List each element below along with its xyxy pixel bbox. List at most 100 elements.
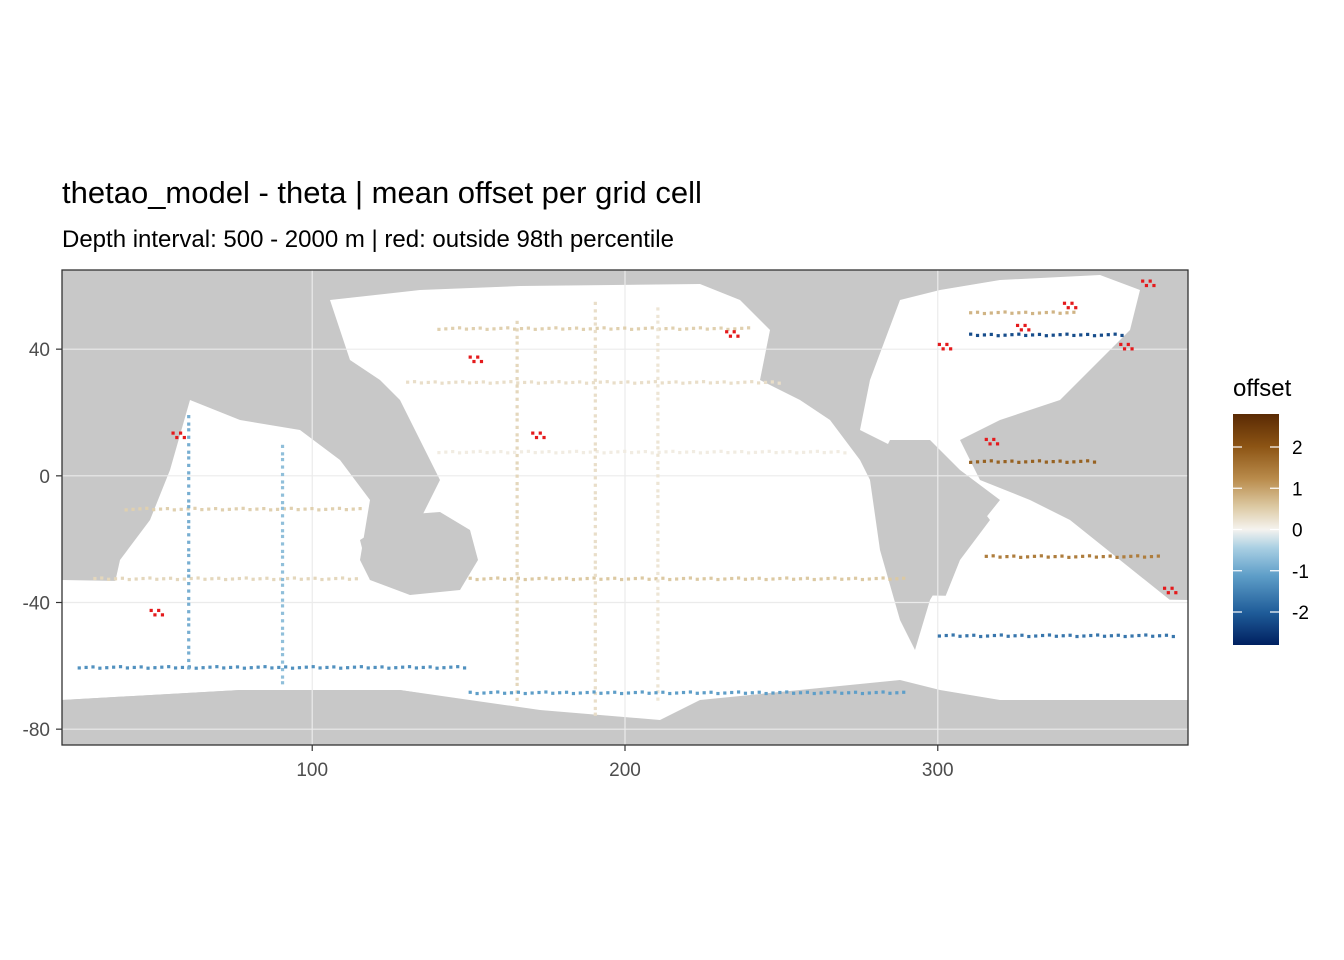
pacific-ocean: [330, 284, 950, 660]
offset-cell: [145, 506, 149, 510]
offset-cell: [217, 576, 221, 580]
offset-cell: [515, 438, 519, 443]
offset-cell: [656, 342, 660, 347]
offset-cell: [798, 691, 803, 695]
offset-cell: [585, 690, 589, 695]
offset-cell: [771, 691, 775, 695]
outlier-cell: [984, 437, 988, 442]
offset-cell: [292, 576, 297, 580]
offset-cell: [134, 577, 138, 581]
offset-cell: [515, 572, 519, 576]
offset-cell: [426, 380, 430, 385]
offset-cell: [593, 476, 597, 480]
offset-cell: [280, 555, 285, 559]
offset-cell: [419, 381, 424, 385]
outlier-cell: [538, 431, 542, 435]
offset-cell: [530, 691, 534, 695]
offset-cell: [951, 633, 955, 637]
offset-cell: [1123, 634, 1127, 639]
offset-cell: [593, 629, 597, 634]
offset-cell: [808, 450, 813, 454]
offset-cell: [1086, 459, 1090, 463]
offset-cell: [989, 332, 993, 337]
offset-cell: [1086, 332, 1090, 337]
offset-cell: [187, 548, 191, 552]
offset-cell: [187, 525, 191, 529]
legend-ticks: 2 1 0 -1 -2: [1233, 438, 1309, 624]
offset-cell: [515, 648, 519, 653]
offset-cell: [1065, 311, 1069, 315]
offset-cell: [571, 691, 576, 696]
offset-cell: [464, 450, 469, 454]
offset-cell: [1006, 634, 1010, 638]
offset-cell: [1051, 310, 1055, 314]
offset-cell: [175, 577, 180, 582]
offset-cell: [280, 675, 285, 679]
offset-cell: [437, 327, 441, 331]
offset-cell: [668, 691, 672, 696]
offset-cell: [593, 442, 597, 446]
legend-tick-label: 1: [1292, 479, 1303, 500]
offset-cell: [656, 502, 660, 506]
offset-cell: [311, 665, 315, 669]
outlier-cell: [1148, 279, 1152, 283]
offset-cell: [598, 380, 602, 384]
outlier-cell: [1130, 347, 1134, 351]
offset-cell: [187, 512, 191, 516]
offset-cell: [656, 607, 660, 611]
offset-cell: [489, 576, 493, 581]
offset-cell: [241, 506, 245, 510]
offset-cell: [691, 326, 696, 330]
offset-cell: [593, 329, 597, 334]
offset-cell: [574, 449, 579, 453]
offset-cell: [354, 577, 358, 581]
offset-cell: [593, 650, 597, 654]
offset-cell: [729, 381, 733, 385]
offset-cell: [664, 327, 668, 331]
offset-cell: [764, 577, 768, 582]
offset-cell: [464, 327, 469, 331]
offset-cell: [100, 576, 104, 580]
offset-cell: [196, 576, 200, 580]
offset-cell: [173, 666, 178, 670]
offset-cell: [544, 576, 548, 580]
offset-cell: [515, 551, 519, 555]
offset-cell: [593, 706, 597, 711]
offset-cell: [678, 451, 682, 455]
offset-cell: [588, 450, 592, 454]
offset-cell: [547, 449, 551, 454]
offset-cell: [1051, 333, 1055, 337]
offset-cell: [412, 380, 417, 384]
outlier-cell: [1122, 347, 1127, 351]
offset-cell: [656, 461, 660, 465]
offset-cell: [84, 665, 88, 670]
offset-cell: [277, 665, 281, 670]
offset-cell: [1072, 310, 1076, 314]
offset-cell: [771, 577, 775, 581]
offset-cell: [593, 414, 597, 418]
offset-cell: [462, 666, 467, 670]
offset-cell: [656, 669, 660, 673]
offset-cell: [770, 380, 774, 384]
offset-cell: [503, 691, 507, 695]
offset-cell: [440, 381, 444, 385]
offset-cell: [656, 453, 660, 457]
offset-cell: [503, 577, 507, 581]
offset-cell: [982, 459, 987, 463]
offset-cell: [280, 506, 285, 510]
offset-cell: [366, 666, 370, 670]
offset-cell: [593, 378, 597, 382]
offset-cell: [186, 507, 190, 511]
offset-cell: [667, 380, 671, 385]
offset-cell: [187, 561, 191, 565]
offset-cell: [471, 327, 475, 331]
legend-tick-label: -2: [1292, 603, 1309, 624]
offset-cell: [1113, 332, 1117, 336]
offset-cell: [515, 425, 519, 429]
offset-cell: [867, 577, 871, 581]
offset-cell: [606, 577, 610, 581]
offset-cell: [533, 451, 537, 455]
offset-cell: [867, 691, 871, 695]
offset-cell: [289, 506, 293, 510]
y-axis: 40 0 -40 -80: [23, 340, 62, 741]
